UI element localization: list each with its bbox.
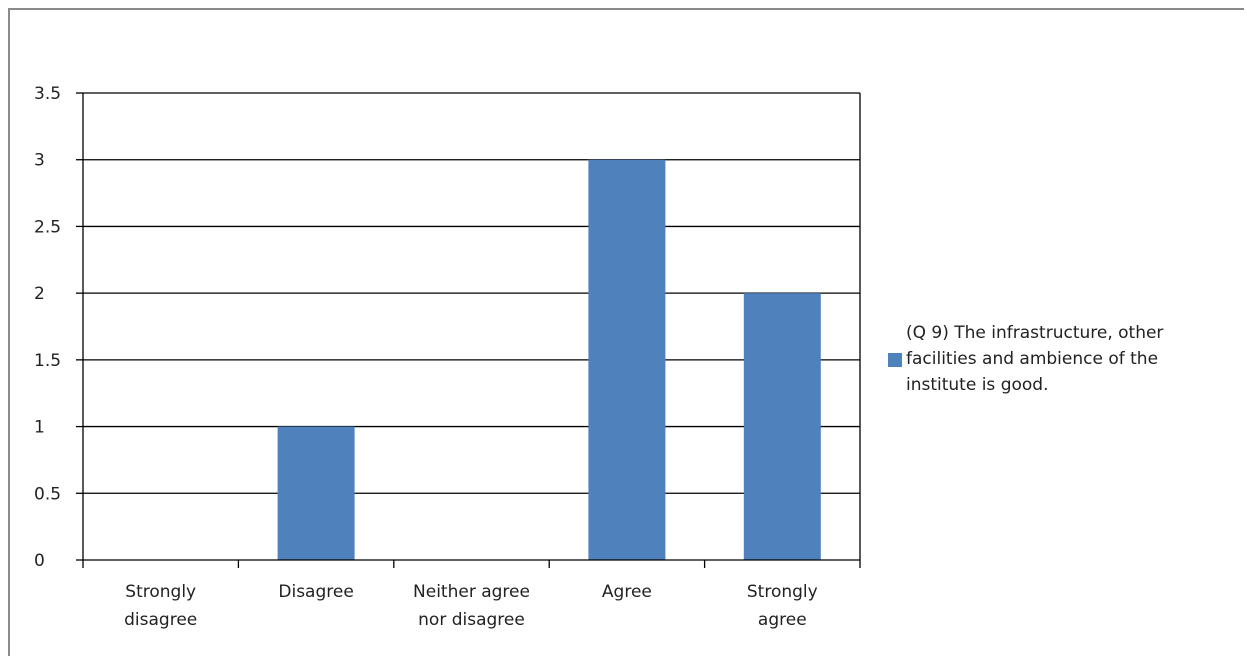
x-axis-category-labels: Strongly disagree Disagree Neither agree nor… bbox=[124, 582, 818, 630]
bar bbox=[588, 159, 666, 560]
axes bbox=[76, 92, 861, 568]
bar bbox=[277, 426, 355, 560]
x-category-label: Disagree bbox=[278, 582, 353, 602]
y-tick-label: 1 bbox=[34, 418, 45, 438]
y-axis-tick-labels: 0 0.5 1 1.5 2 2.5 3 3.5 bbox=[34, 84, 61, 571]
y-tick-label: 1.5 bbox=[34, 351, 61, 371]
gridlines bbox=[83, 92, 860, 494]
legend: (Q 9) The infrastructure, other faciliti… bbox=[888, 320, 1240, 398]
x-category-label: Strongly agree bbox=[747, 582, 818, 630]
y-tick-label: 0 bbox=[34, 551, 45, 571]
legend-swatch bbox=[888, 353, 902, 367]
x-category-label: Neither agree nor disagree bbox=[413, 582, 530, 630]
bar bbox=[743, 293, 821, 560]
x-category-label: Agree bbox=[602, 582, 652, 602]
y-tick-label: 0.5 bbox=[34, 484, 61, 504]
y-tick-label: 2.5 bbox=[34, 217, 61, 237]
y-tick-label: 3.5 bbox=[34, 84, 61, 104]
y-tick-label: 3 bbox=[34, 151, 45, 171]
legend-entry: (Q 9) The infrastructure, other faciliti… bbox=[888, 320, 1240, 398]
x-category-label: Strongly disagree bbox=[124, 582, 197, 630]
y-tick-label: 2 bbox=[34, 284, 45, 304]
bars bbox=[277, 159, 821, 560]
legend-label: (Q 9) The infrastructure, other faciliti… bbox=[906, 323, 1164, 395]
